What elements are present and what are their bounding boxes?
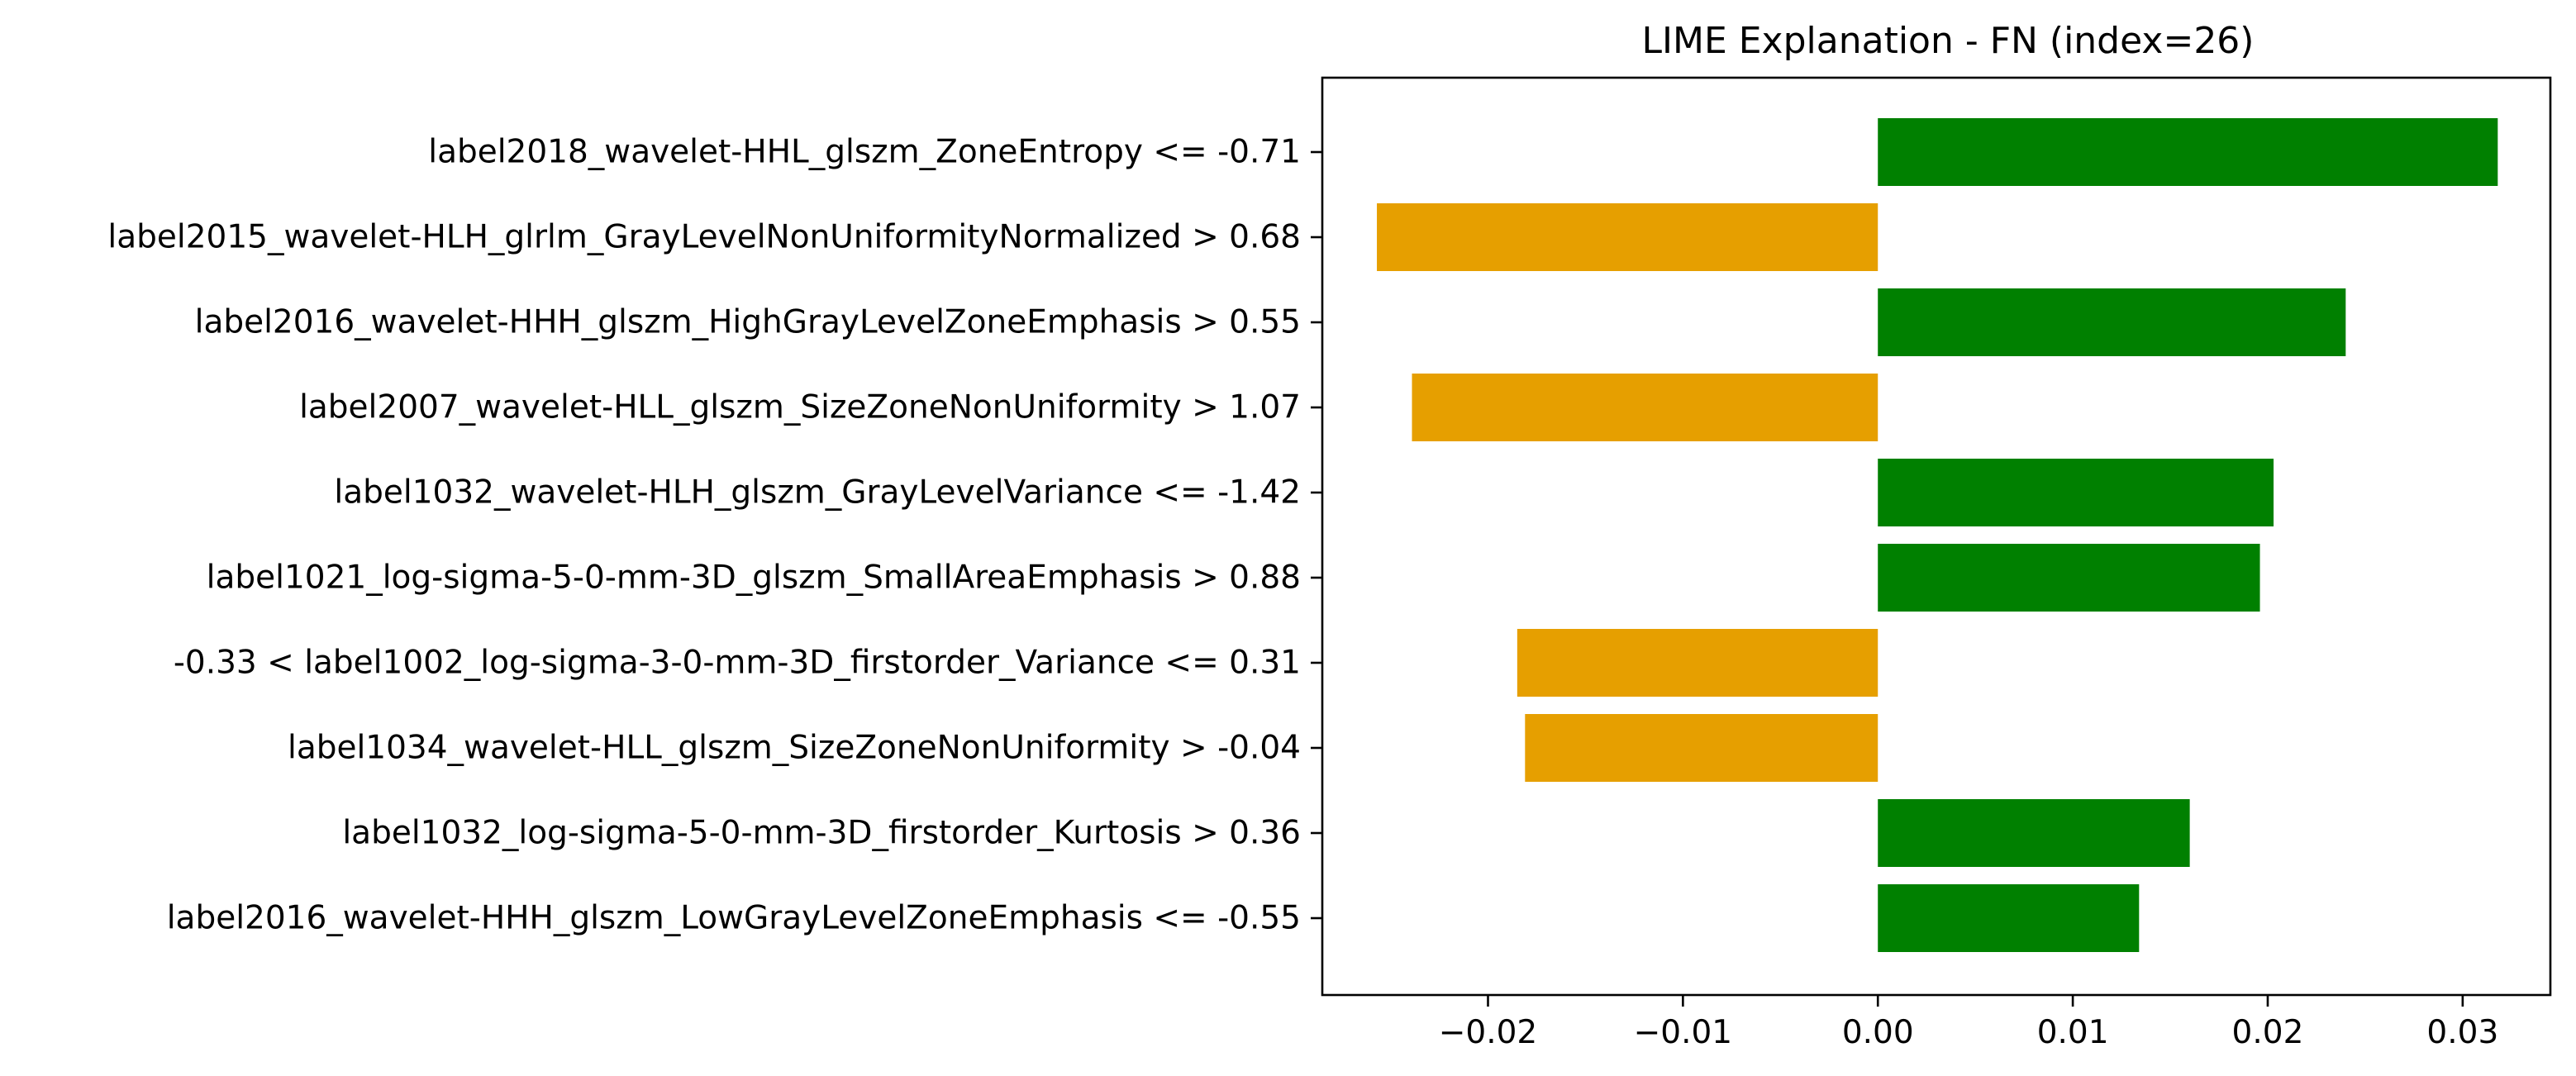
x-tick-label-1: −0.01 — [1634, 1014, 1733, 1051]
bar-5 — [1878, 544, 2260, 612]
category-label-9: label2016_wavelet-HHH_glszm_LowGrayLevel… — [167, 900, 1301, 937]
bar-1 — [1377, 203, 1878, 271]
bar-4 — [1878, 459, 2274, 526]
x-tick-label-2: 0.00 — [1842, 1014, 1914, 1051]
category-label-6: -0.33 < label1002_log-sigma-3-0-mm-3D_fi… — [174, 645, 1301, 682]
x-tick-label-3: 0.01 — [2037, 1014, 2109, 1051]
chart-title: LIME Explanation - FN (index=26) — [1642, 20, 2255, 62]
x-axis-ticks: −0.02 −0.01 0.00 0.01 0.02 0.03 — [1439, 995, 2498, 1051]
category-labels: label2018_wavelet-HHL_glszm_ZoneEntropy … — [107, 134, 1322, 937]
category-label-5: label1021_log-sigma-5-0-mm-3D_glszm_Smal… — [207, 559, 1301, 597]
bar-8 — [1878, 799, 2190, 867]
x-tick-label-4: 0.02 — [2232, 1014, 2304, 1051]
bar-2 — [1878, 288, 2346, 356]
bar-9 — [1878, 884, 2140, 952]
x-tick-label-0: −0.02 — [1439, 1014, 1538, 1051]
category-label-2: label2016_wavelet-HHH_glszm_HighGrayLeve… — [195, 304, 1301, 341]
category-label-1: label2015_wavelet-HLH_glrlm_GrayLevelNon… — [107, 219, 1301, 256]
plot-frame — [1321, 76, 2552, 997]
bar-3 — [1412, 374, 1878, 441]
category-label-4: label1032_wavelet-HLH_glszm_GrayLevelVar… — [334, 474, 1301, 512]
bar-6 — [1517, 629, 1878, 697]
bar-0 — [1878, 118, 2498, 186]
category-label-3: label2007_wavelet-HLL_glszm_SizeZoneNonU… — [299, 389, 1301, 426]
bar-7 — [1525, 714, 1878, 782]
bars-group — [1377, 118, 2498, 952]
x-tick-label-5: 0.03 — [2426, 1014, 2498, 1051]
category-label-8: label1032_log-sigma-5-0-mm-3D_firstorder… — [342, 815, 1301, 852]
category-label-7: label1034_wavelet-HLL_glszm_SizeZoneNonU… — [288, 730, 1301, 767]
category-label-0: label2018_wavelet-HHL_glszm_ZoneEntropy … — [428, 134, 1301, 171]
